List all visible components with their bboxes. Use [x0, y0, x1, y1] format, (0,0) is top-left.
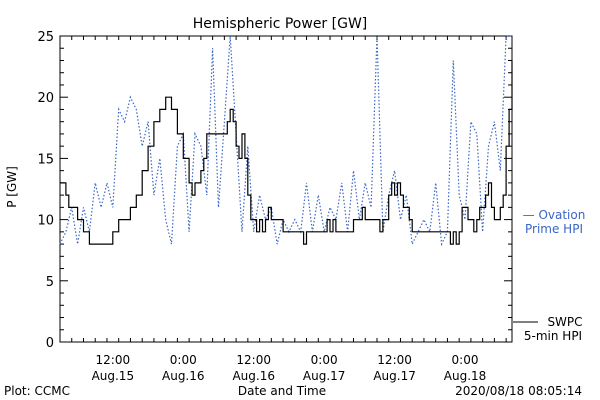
- y-axis-ticks: 0 5 10 15 20 25: [37, 30, 512, 351]
- x-tick-date-label: Aug.16: [162, 369, 205, 383]
- y-tick-label: 0: [46, 336, 54, 351]
- x-tick-date-label: Aug.16: [232, 369, 275, 383]
- footer-timestamp: 2020/08/18 08:05:14: [455, 384, 582, 398]
- y-tick-label: 25: [37, 30, 54, 45]
- y-tick-label: 15: [37, 152, 54, 167]
- legend-ovation-line-2: Prime HPI: [525, 222, 583, 236]
- legend-ovation-prime-hpi: — Ovation Prime HPI: [523, 208, 586, 236]
- x-axis-label: Date and Time: [238, 384, 326, 398]
- series-ovation-prime-hpi: [59, 35, 512, 247]
- y-tick-label: 20: [37, 91, 54, 106]
- legend-ovation-line-1: — Ovation: [523, 208, 586, 222]
- x-tick-time-label: 0:00: [452, 353, 479, 367]
- minor-ticks: [59, 36, 512, 342]
- x-tick-date-label: Aug.17: [303, 369, 346, 383]
- plot-frame: [59, 35, 513, 343]
- y-tick-label: 5: [46, 275, 54, 290]
- x-tick-time-label: 12:00: [96, 353, 131, 367]
- chart-title: Hemispheric Power [GW]: [193, 16, 368, 32]
- legend-swpc-line-2: 5-min HPI: [524, 329, 582, 343]
- y-axis-label: P [GW]: [5, 166, 19, 208]
- x-tick-time-label: 12:00: [377, 353, 412, 367]
- x-tick-time-label: 12:00: [236, 353, 271, 367]
- y-tick-label: 10: [37, 214, 54, 229]
- x-tick-date-label: Aug.17: [373, 369, 416, 383]
- series-swpc-5min-hpi: [60, 60, 513, 245]
- x-axis-ticks: 12:00 Aug.15 0:00 Aug.16 12:00 Aug.16 0:00 Aug.…: [92, 353, 487, 383]
- footer-plot-credit: Plot: CCMC: [4, 384, 70, 398]
- x-tick-time-label: 0:00: [170, 353, 197, 367]
- x-tick-date-label: Aug.18: [444, 369, 487, 383]
- plot-area: 0 5 10 15 20 25 12:00 Aug.15 0:00 Aug.16 12:00 Aug…: [37, 30, 513, 383]
- legend-swpc-5min-hpi: SWPC 5-min HPI: [513, 315, 583, 343]
- legend-swpc-line-1: SWPC: [547, 315, 582, 329]
- x-tick-date-label: Aug.15: [92, 369, 135, 383]
- x-tick-time-label: 0:00: [311, 353, 338, 367]
